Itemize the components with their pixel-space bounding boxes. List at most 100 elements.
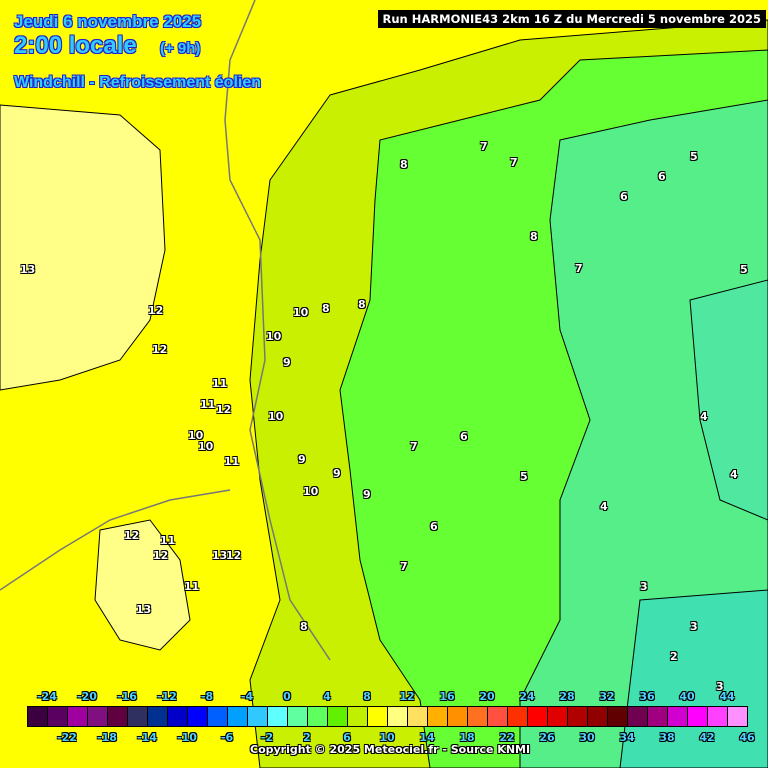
colorbar-label: 42 xyxy=(699,731,715,744)
temperature-label: 4 xyxy=(600,500,608,513)
temperature-label: 11 xyxy=(212,377,228,390)
colorbar-cell xyxy=(548,707,568,726)
temperature-label: 7 xyxy=(480,140,488,153)
colorbar-cell xyxy=(428,707,448,726)
temperature-label: 10 xyxy=(266,330,282,343)
colorbar-cell xyxy=(648,707,668,726)
lead-time: (+ 9h) xyxy=(160,40,201,57)
temperature-label: 10 xyxy=(303,485,319,498)
temperature-label: 8 xyxy=(322,302,330,315)
colorbar-cell xyxy=(188,707,208,726)
colorbar-cell xyxy=(508,707,528,726)
colorbar-label: -22 xyxy=(57,731,77,744)
colorbar-cell xyxy=(88,707,108,726)
temperature-label: 7 xyxy=(575,262,583,275)
pale-zone-west xyxy=(0,104,166,391)
colorbar-cell xyxy=(388,707,408,726)
colorbar-cell xyxy=(328,707,348,726)
colorbar-cell xyxy=(48,707,68,726)
colorbar-label: 30 xyxy=(579,731,595,744)
temperature-label: 10 xyxy=(188,429,204,442)
pale-zone-southwest xyxy=(94,519,191,651)
colorbar-label: -8 xyxy=(200,690,214,703)
parameter-title: Windchill - Refroissement éolien xyxy=(14,74,262,91)
temperature-label: 4 xyxy=(700,410,708,423)
colorbar-label: 22 xyxy=(499,731,515,744)
colorbar-label: 14 xyxy=(419,731,435,744)
temperature-label: 2 xyxy=(670,650,678,663)
temperature-label: 8 xyxy=(530,230,538,243)
temperature-label: 8 xyxy=(358,298,366,311)
colorbar-label: -14 xyxy=(137,731,157,744)
colorbar-label: -6 xyxy=(220,731,234,744)
temperature-label: 11 xyxy=(184,580,200,593)
temperature-label: 3 xyxy=(690,620,698,633)
colorbar-label: 36 xyxy=(639,690,655,703)
temperature-label: 7 xyxy=(410,440,418,453)
colorbar-label: 8 xyxy=(363,690,371,703)
forecast-time: 2:00 locale xyxy=(14,32,137,59)
cyan-zone-east xyxy=(689,279,768,521)
temperature-label: 6 xyxy=(620,190,628,203)
coast-line xyxy=(0,489,231,591)
colorbar-cell xyxy=(448,707,468,726)
temperature-label: 11 xyxy=(224,455,240,468)
colorbar-label: 24 xyxy=(519,690,535,703)
colorbar-cell xyxy=(728,707,747,726)
temperature-label: 4 xyxy=(730,468,738,481)
temperature-label: 12 xyxy=(152,343,168,356)
temperature-label: 6 xyxy=(460,430,468,443)
temperature-label: 6 xyxy=(658,170,666,183)
temperature-label: 3 xyxy=(716,680,724,693)
colorbar-label: 28 xyxy=(559,690,575,703)
temperature-label: 8 xyxy=(300,620,308,633)
colorbar-label: -4 xyxy=(240,690,254,703)
colorbar-label: 16 xyxy=(439,690,455,703)
temperature-label: 12 xyxy=(226,549,242,562)
temperature-label: 9 xyxy=(363,488,371,501)
colorbar-label: 32 xyxy=(599,690,615,703)
colorbar-label: 20 xyxy=(479,690,495,703)
temperature-label: 7 xyxy=(510,156,518,169)
temperature-label: 12 xyxy=(148,304,164,317)
colorbar-label: -24 xyxy=(37,690,57,703)
border-line xyxy=(224,0,331,661)
colorbar-cell xyxy=(688,707,708,726)
temperature-label: 9 xyxy=(333,467,341,480)
forecast-date: Jeudi 6 novembre 2025 xyxy=(14,12,202,31)
colorbar-cell xyxy=(168,707,188,726)
colorbar-cell xyxy=(248,707,268,726)
temperature-label: 10 xyxy=(293,306,309,319)
colorbar-cell xyxy=(108,707,128,726)
colorbar-label: 44 xyxy=(719,690,735,703)
colorbar-label: -2 xyxy=(260,731,274,744)
temperature-label: 12 xyxy=(124,529,140,542)
temperature-label: 8 xyxy=(400,158,408,171)
colorbar-cell xyxy=(668,707,688,726)
colorbar-cell xyxy=(268,707,288,726)
temperature-label: 3 xyxy=(640,580,648,593)
temperature-label: 13 xyxy=(136,603,152,616)
colorbar-label: 4 xyxy=(323,690,331,703)
temperature-label: 13 xyxy=(212,549,228,562)
temperature-label: 5 xyxy=(740,263,748,276)
colorbar-label: 12 xyxy=(399,690,415,703)
colorbar-label: -20 xyxy=(77,690,97,703)
colorbar-label: -18 xyxy=(97,731,117,744)
temperature-label: 9 xyxy=(283,356,291,369)
colorbar-cell xyxy=(528,707,548,726)
colorbar-cell xyxy=(228,707,248,726)
temperature-label: 5 xyxy=(520,470,528,483)
colorbar-label: 0 xyxy=(283,690,291,703)
colorbar-cell xyxy=(148,707,168,726)
copyright: Copyright © 2025 Meteociel.fr - Source K… xyxy=(250,743,531,756)
colorbar-cell xyxy=(208,707,228,726)
colorbar-cell xyxy=(588,707,608,726)
colorbar-label: 40 xyxy=(679,690,695,703)
colorbar-label: 6 xyxy=(343,731,351,744)
colorbar-label: 34 xyxy=(619,731,635,744)
colorbar-cell xyxy=(308,707,328,726)
colorbar-label: -16 xyxy=(117,690,137,703)
colorbar-cell xyxy=(288,707,308,726)
